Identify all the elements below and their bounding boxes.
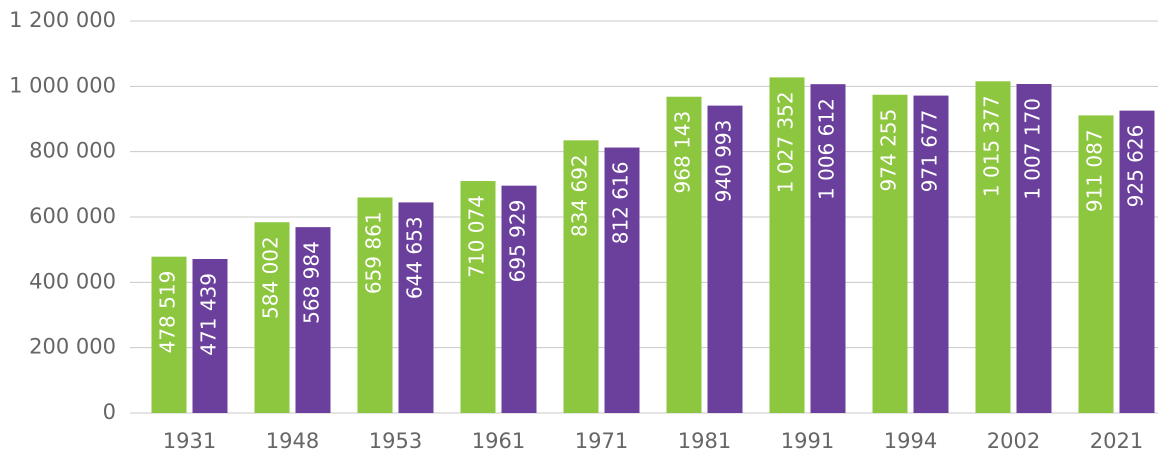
bar xyxy=(1078,115,1114,414)
y-tick-label: 600 000 xyxy=(29,204,116,228)
value-label: 568 984 xyxy=(300,241,324,324)
bar xyxy=(192,258,228,413)
bar xyxy=(1119,110,1155,413)
y-tick-label: 0 xyxy=(103,400,116,424)
bar xyxy=(1016,83,1052,413)
y-tick-label: 1 200 000 xyxy=(9,8,116,32)
value-label: 478 519 xyxy=(156,271,180,354)
value-label: 644 653 xyxy=(403,216,427,299)
value-label: 1 015 377 xyxy=(980,95,1004,197)
value-label: 968 143 xyxy=(671,111,695,194)
y-tick-label: 1 000 000 xyxy=(9,73,116,97)
value-label: 971 677 xyxy=(918,110,942,193)
bar xyxy=(460,181,496,413)
value-label: 911 087 xyxy=(1083,129,1107,212)
bar xyxy=(295,227,331,413)
value-label: 1 006 612 xyxy=(815,98,839,200)
x-tick-label: 2002 xyxy=(987,429,1040,453)
value-label: 940 993 xyxy=(712,120,736,203)
value-label: 695 929 xyxy=(506,200,530,283)
value-label: 834 692 xyxy=(568,154,592,237)
x-tick-label: 1961 xyxy=(472,429,525,453)
bar xyxy=(707,105,743,414)
value-label: 710 074 xyxy=(465,195,489,278)
bar xyxy=(501,185,537,413)
value-label: 659 861 xyxy=(362,211,386,294)
value-label: 812 616 xyxy=(609,162,633,245)
bar xyxy=(769,77,805,413)
x-tick-label: 1971 xyxy=(575,429,628,453)
x-tick-label: 1991 xyxy=(781,429,834,453)
value-label: 471 439 xyxy=(197,273,221,356)
value-label: 584 002 xyxy=(259,236,283,319)
x-tick-label: 1981 xyxy=(678,429,731,453)
y-tick-label: 800 000 xyxy=(29,139,116,163)
bar xyxy=(872,94,908,413)
bar xyxy=(666,96,702,413)
bar xyxy=(254,222,290,413)
x-tick-label: 1948 xyxy=(266,429,319,453)
value-label: 974 255 xyxy=(877,109,901,192)
bar xyxy=(357,197,393,413)
bar xyxy=(913,95,949,413)
bar xyxy=(810,84,846,414)
y-tick-label: 400 000 xyxy=(29,269,116,293)
value-label: 1 007 170 xyxy=(1021,98,1045,200)
x-tick-label: 2021 xyxy=(1090,429,1143,453)
x-tick-label: 1953 xyxy=(369,429,422,453)
bar xyxy=(563,140,599,413)
bar xyxy=(151,256,187,413)
x-tick-label: 1931 xyxy=(163,429,216,453)
y-tick-label: 200 000 xyxy=(29,335,116,359)
value-label: 925 626 xyxy=(1124,125,1148,208)
value-label: 1 027 352 xyxy=(774,91,798,193)
bar xyxy=(398,202,434,413)
bar xyxy=(604,147,640,413)
bar xyxy=(975,81,1011,413)
x-tick-label: 1994 xyxy=(884,429,937,453)
